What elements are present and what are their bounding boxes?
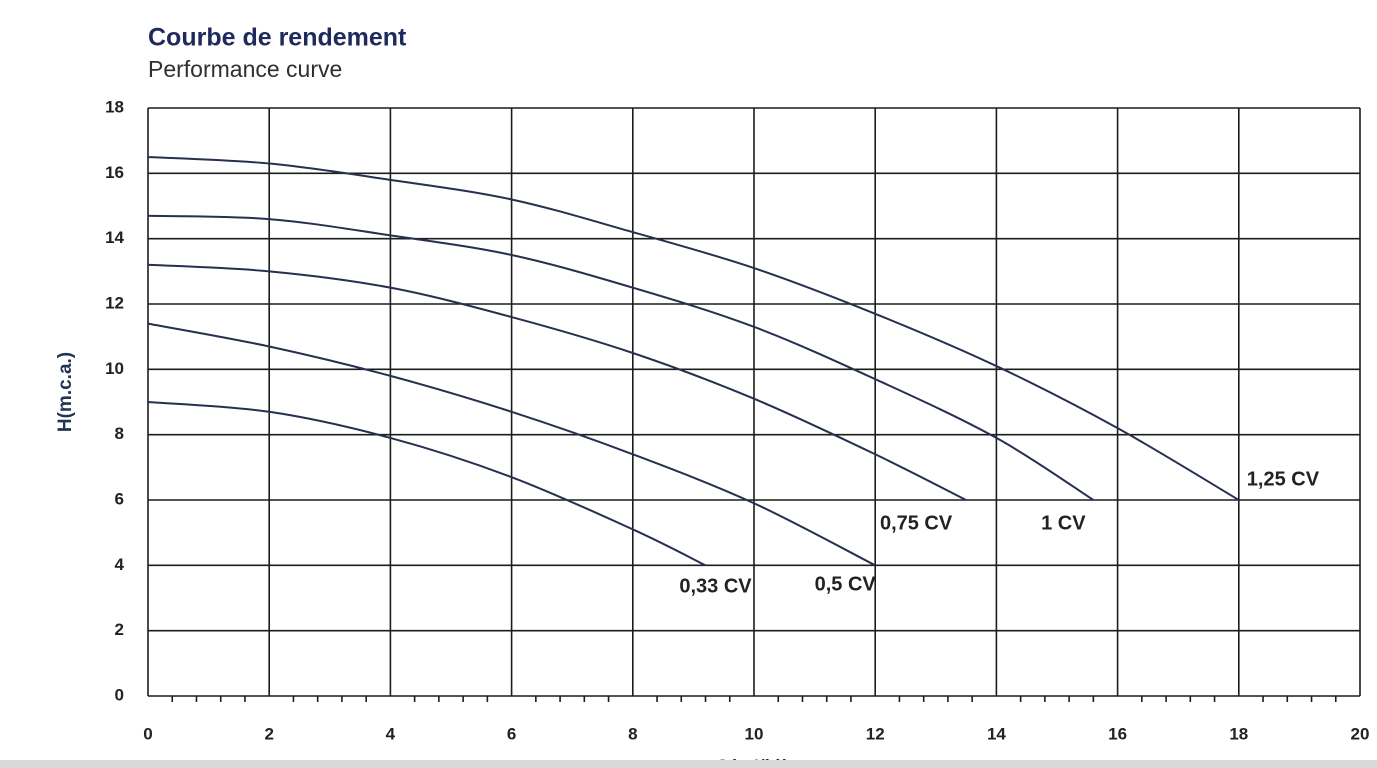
x-tick-label: 20: [1351, 724, 1370, 743]
x-tick-label: 4: [386, 724, 396, 743]
y-axis-label: H(m.c.a.): [55, 352, 76, 432]
curve-label: 0,5 CV: [815, 574, 877, 596]
curve-label: 1,25 CV: [1247, 468, 1320, 490]
curve: [147, 401, 706, 567]
bottom-bar: [0, 760, 1377, 768]
curve: [147, 214, 1094, 501]
x-tick-label: 16: [1108, 724, 1127, 743]
y-tick-label: 16: [105, 163, 124, 182]
y-tick-label: 4: [115, 555, 125, 574]
x-tick-label: 8: [628, 724, 637, 743]
y-tick-label: 12: [105, 293, 124, 312]
x-tick-label: 14: [987, 724, 1006, 743]
y-tick-label: 10: [105, 359, 124, 378]
y-tick-label: 0: [115, 685, 124, 704]
curve-label: 0,33 CV: [679, 576, 752, 598]
curve-label: 1 CV: [1041, 512, 1086, 534]
x-tick-label: 10: [745, 724, 764, 743]
y-tick-label: 6: [115, 489, 124, 508]
y-tick-label: 8: [115, 424, 124, 443]
curve-label: 0,75 CV: [880, 512, 953, 534]
x-tick-label: 0: [143, 724, 152, 743]
chart-subtitle: Performance curve: [148, 56, 342, 82]
y-tick-label: 14: [105, 228, 124, 247]
curve: [147, 322, 876, 567]
x-tick-label: 6: [507, 724, 516, 743]
y-tick-label: 2: [115, 620, 124, 639]
curve: [147, 263, 967, 501]
x-tick-label: 18: [1229, 724, 1248, 743]
x-tick-label: 2: [264, 724, 273, 743]
x-tick-label: 12: [866, 724, 885, 743]
y-tick-label: 18: [105, 97, 124, 116]
curve: [147, 156, 1240, 501]
chart-title: Courbe de rendement: [148, 24, 407, 52]
